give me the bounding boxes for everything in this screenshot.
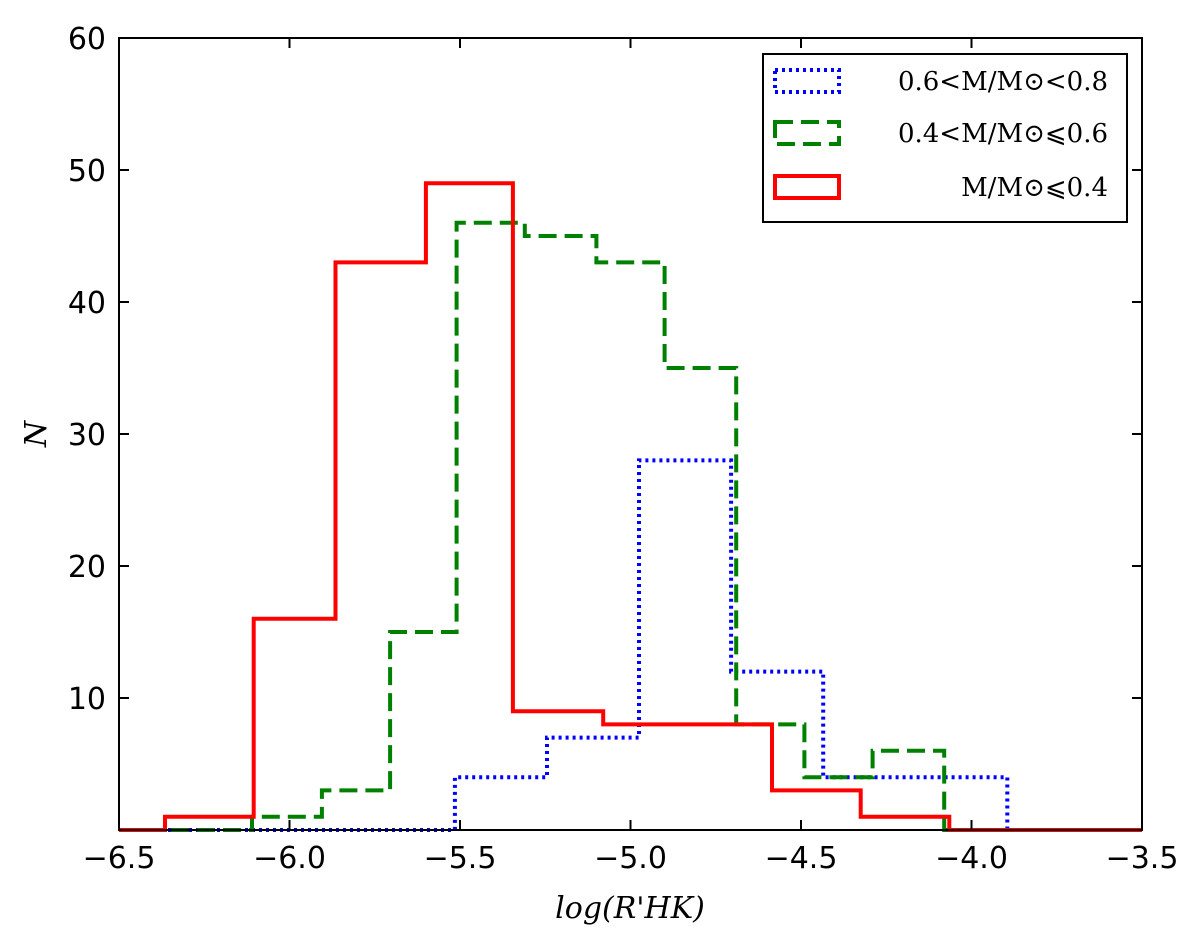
- x-tick-label: −6.5: [83, 841, 156, 876]
- x-tick-label: −3.5: [1106, 841, 1179, 876]
- series-line-2: [119, 181, 1142, 832]
- y-axis-label: N: [19, 419, 54, 448]
- y-tick-label: 50: [68, 154, 106, 189]
- x-tick-label: −4.0: [935, 841, 1008, 876]
- ticks-layer: −6.5 −6.0 −5.5 −5.0 −4.5 −4.0 −3.5 10 20 30 40 50 60: [68, 22, 1179, 876]
- x-tick-label: −5.5: [424, 841, 497, 876]
- x-axis-label: log(R'HK): [555, 891, 705, 926]
- legend-swatch-1: [773, 120, 841, 146]
- x-tick-label: −6.0: [253, 841, 326, 876]
- legend-label-0: 0.6<M/M⊙<0.8: [898, 67, 1108, 97]
- legend: 0.6<M/M⊙<0.8 0.4<M/M⊙⩽0.6 M/M⊙⩽0.4: [762, 53, 1128, 223]
- x-tick-label: −4.5: [765, 841, 838, 876]
- legend-entries: 0.6<M/M⊙<0.8 0.4<M/M⊙⩽0.6 M/M⊙⩽0.4: [773, 67, 1108, 203]
- legend-frame: [762, 53, 1128, 223]
- y-tick-label: 20: [68, 550, 106, 585]
- legend-swatch-0: [773, 68, 841, 94]
- y-tick-label: 60: [68, 22, 106, 57]
- series-layer: [119, 181, 1142, 832]
- y-tick-label: 10: [68, 682, 106, 717]
- legend-label-1: 0.4<M/M⊙⩽0.6: [898, 119, 1108, 149]
- y-tick-label: 40: [68, 286, 106, 321]
- legend-label-2: M/M⊙⩽0.4: [961, 173, 1108, 203]
- y-tick-label: 30: [68, 418, 106, 453]
- legend-swatch-2: [773, 174, 841, 200]
- x-tick-label: −5.0: [594, 841, 667, 876]
- series-line-1: [119, 220, 1142, 832]
